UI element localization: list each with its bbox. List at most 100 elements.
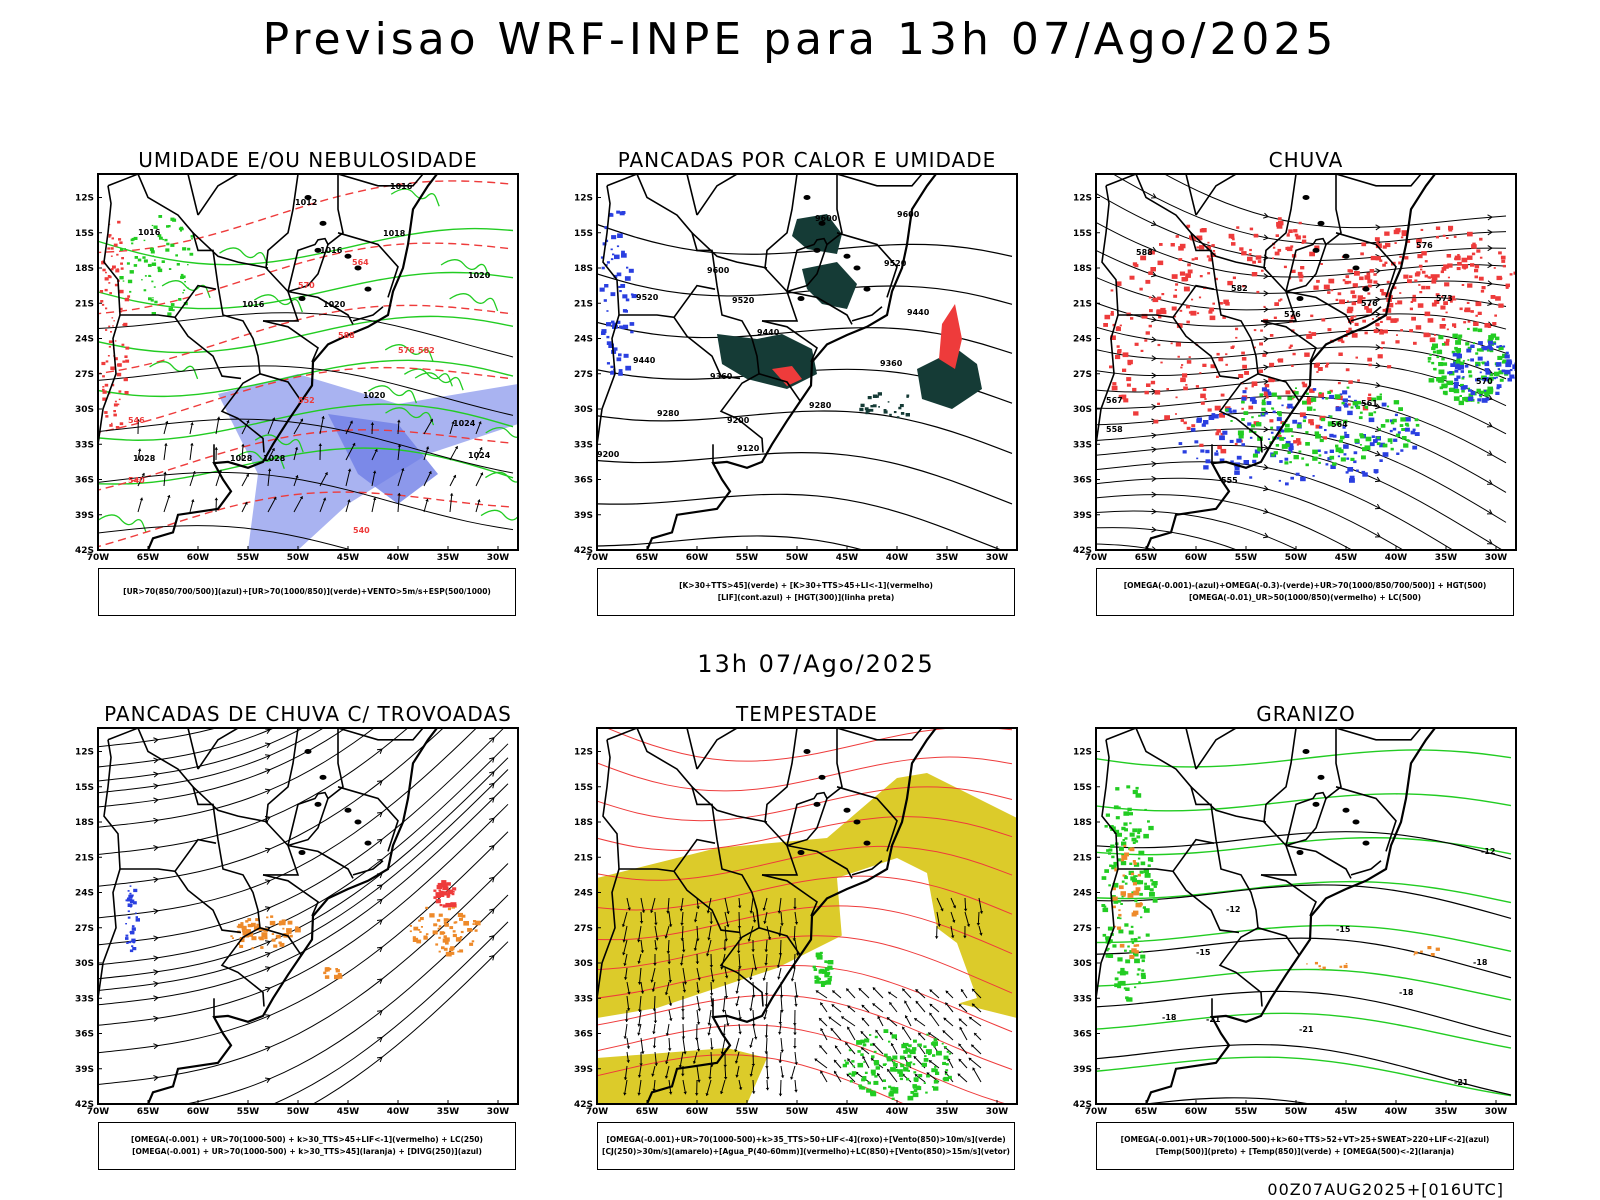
rain-blue xyxy=(1279,460,1283,463)
rain-blue xyxy=(1467,396,1474,401)
rain-green xyxy=(1292,396,1296,399)
rain-blue xyxy=(1232,409,1237,413)
border-line xyxy=(836,232,898,298)
rain-red xyxy=(1382,263,1386,267)
border-line xyxy=(192,786,269,823)
temp-speckle-green xyxy=(1121,826,1126,831)
rain-red xyxy=(1175,283,1179,286)
rain-red xyxy=(1457,261,1462,266)
wind-vector-head xyxy=(725,1023,730,1026)
rain-blue xyxy=(1345,471,1349,474)
thunder-orange xyxy=(275,935,280,939)
wind-green xyxy=(821,980,827,986)
wind-green xyxy=(907,1054,912,1058)
wind-green xyxy=(818,977,821,981)
wind-vector xyxy=(968,1057,982,1069)
thunder-orange xyxy=(266,916,269,919)
wind-vector xyxy=(750,897,754,914)
wind-vector-head xyxy=(734,1060,739,1064)
green-speckle xyxy=(143,239,146,242)
streamline-arrow xyxy=(1263,273,1269,280)
lifted-index-blue xyxy=(613,274,618,278)
rain-red xyxy=(1216,375,1219,378)
temp-speckle-green xyxy=(1124,971,1129,975)
rain-green xyxy=(1302,419,1306,423)
lon-tick-label: 70W xyxy=(1085,553,1108,563)
rain-blue xyxy=(1219,435,1225,441)
rain-blue xyxy=(1486,360,1489,363)
lon-tick-label: 65W xyxy=(636,553,659,563)
border-line xyxy=(352,860,384,876)
divergence-blue xyxy=(130,901,132,903)
omega-orange xyxy=(1435,947,1440,951)
contour-label: 9440 xyxy=(633,356,656,365)
rain-red xyxy=(1145,331,1150,335)
red-speckle xyxy=(119,289,124,294)
border-line xyxy=(597,868,620,999)
rain-red xyxy=(1386,280,1390,284)
border-line xyxy=(606,728,764,1007)
rain-red xyxy=(1126,377,1132,382)
lifted-index-blue xyxy=(614,254,620,260)
rain-blue xyxy=(1203,465,1209,470)
red-speckle xyxy=(104,277,109,281)
omega-orange xyxy=(1124,852,1129,857)
red-speckle xyxy=(115,269,120,273)
rain-red xyxy=(1434,299,1440,304)
thunder-orange xyxy=(449,926,454,930)
omega-orange xyxy=(1129,954,1135,959)
rain-blue xyxy=(1330,464,1336,469)
wind-vector-head xyxy=(192,471,196,474)
rain-blue xyxy=(1276,436,1280,440)
rain-green xyxy=(1441,343,1446,346)
temp-speckle-green xyxy=(1137,968,1141,971)
rain-red xyxy=(1424,274,1429,278)
rain-green xyxy=(1497,355,1503,360)
streamline-arrow xyxy=(1487,300,1493,306)
temp-speckle-green xyxy=(1141,969,1145,972)
wind-vector-head xyxy=(841,1016,845,1020)
contour-label: 576 xyxy=(1284,310,1301,319)
contour-label: 1020 xyxy=(323,300,346,309)
rain-red xyxy=(1286,246,1293,252)
lifted-index-blue xyxy=(612,253,615,256)
streamline xyxy=(98,728,325,794)
streamline-arrow xyxy=(1263,464,1269,471)
border-line xyxy=(174,316,242,380)
rain-red xyxy=(1283,265,1287,269)
streamline-arrow xyxy=(1263,234,1269,241)
rain-red xyxy=(1447,263,1453,268)
thickness-contour-red xyxy=(98,429,514,491)
contour-label: 552 xyxy=(298,396,315,405)
rain-blue xyxy=(1477,398,1482,402)
rain-blue xyxy=(1496,345,1500,348)
wind-vector-head xyxy=(778,1021,783,1025)
rain-green xyxy=(1284,428,1290,433)
contour-label: 1016 xyxy=(320,246,343,255)
rain-blue xyxy=(1214,416,1217,419)
wind-vector-head xyxy=(623,963,627,966)
thunder-orange xyxy=(435,943,439,946)
streamline-arrow xyxy=(489,908,495,914)
thunder-orange xyxy=(412,937,419,942)
wind-vector-head xyxy=(637,1092,641,1096)
rain-red xyxy=(1225,363,1228,366)
wind-vector-head xyxy=(271,448,275,452)
wind-vector xyxy=(708,1009,712,1026)
rain-red xyxy=(1207,408,1212,412)
wind-vector-head xyxy=(738,1031,742,1035)
rain-red xyxy=(1255,255,1262,260)
streamline-arrow xyxy=(489,770,495,777)
water-body xyxy=(314,247,322,253)
lifted-index-blue xyxy=(624,276,631,281)
temp-speckle-green xyxy=(1138,981,1141,984)
rain-red xyxy=(1127,359,1133,365)
wind-green xyxy=(861,1078,865,1082)
temp-speckle-green xyxy=(1132,828,1137,833)
rain-red xyxy=(1416,245,1420,249)
rain-blue xyxy=(1205,449,1210,454)
thunder-orange xyxy=(273,944,278,948)
rain-red xyxy=(1317,367,1323,371)
rain-blue xyxy=(1261,387,1267,392)
rain-red xyxy=(1366,309,1369,312)
